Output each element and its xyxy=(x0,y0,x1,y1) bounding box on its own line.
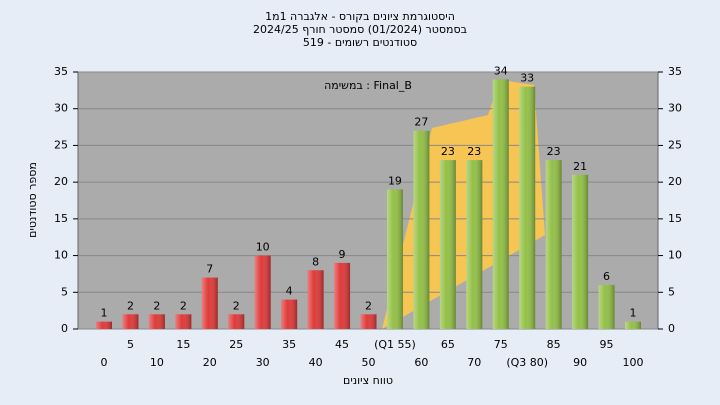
chart-subtitle: בסמסטר (01/2024) סמסטר חורף 2024/25 xyxy=(253,23,467,36)
data-label: 23 xyxy=(467,145,481,158)
y-tick-label: 25 xyxy=(54,138,68,151)
chart-subtitle: סטודנטים רשומים - 519 xyxy=(303,36,417,49)
data-label: 6 xyxy=(603,270,610,283)
data-label: 23 xyxy=(547,145,561,158)
x-tick-label: 95 xyxy=(600,338,614,351)
y2-tick-label: 0 xyxy=(668,322,675,335)
bar-shade xyxy=(148,314,165,329)
bar-shade xyxy=(413,130,430,329)
y2-tick-label: 10 xyxy=(668,249,682,262)
annotation: במשימה : Final_B xyxy=(324,79,412,92)
x-tick-label: 90 xyxy=(573,356,587,369)
y-tick-label: 15 xyxy=(54,212,68,225)
x-tick-label: 0 xyxy=(101,356,108,369)
bar-shade xyxy=(545,160,562,329)
data-label: 2 xyxy=(127,299,134,312)
y-tick-label: 0 xyxy=(61,322,68,335)
x-tick-label: 15 xyxy=(176,338,190,351)
x-tick-label: 40 xyxy=(309,356,323,369)
y2-tick-label: 5 xyxy=(668,285,675,298)
y-tick-label: 30 xyxy=(54,102,68,115)
bar-shade xyxy=(201,277,218,329)
data-label: 2 xyxy=(365,299,372,312)
data-label: 1 xyxy=(101,307,108,320)
data-label: 34 xyxy=(494,64,508,77)
x-tick-label: 20 xyxy=(203,356,217,369)
y2-tick-label: 15 xyxy=(668,212,682,225)
x-tick-label: (Q1 55) xyxy=(374,338,416,351)
x-tick-label: 45 xyxy=(335,338,349,351)
x-tick-label: 25 xyxy=(229,338,243,351)
data-label: 1 xyxy=(630,307,637,320)
y-axis-title: מספר סטודנטים xyxy=(26,162,39,238)
bar-shade xyxy=(598,284,615,329)
bar-shade xyxy=(334,262,351,329)
y-tick-label: 35 xyxy=(54,65,68,78)
data-label: 2 xyxy=(233,299,240,312)
x-tick-label: 100 xyxy=(623,356,644,369)
data-label: 27 xyxy=(414,116,428,129)
data-label: 7 xyxy=(206,263,213,276)
bar-shade xyxy=(254,255,271,329)
bar-shade xyxy=(625,321,641,329)
bar-shade xyxy=(466,160,483,329)
bar-shade xyxy=(122,314,139,329)
x-tick-label: 65 xyxy=(441,338,455,351)
data-label: 23 xyxy=(441,145,455,158)
bar-shade xyxy=(572,174,589,329)
x-tick-label: 50 xyxy=(362,356,376,369)
x-axis-title: טווח ציונים xyxy=(343,374,393,387)
bar-shade xyxy=(96,321,112,329)
y2-tick-label: 30 xyxy=(668,102,682,115)
bar-shade xyxy=(228,314,245,329)
y-tick-label: 5 xyxy=(61,285,68,298)
x-tick-label: 10 xyxy=(150,356,164,369)
data-label: 19 xyxy=(388,174,402,187)
data-label: 10 xyxy=(256,241,270,254)
y-tick-label: 20 xyxy=(54,175,68,188)
bar-shade xyxy=(386,189,403,329)
y2-tick-label: 20 xyxy=(668,175,682,188)
y-tick-label: 10 xyxy=(54,249,68,262)
x-tick-label: 70 xyxy=(467,356,481,369)
x-tick-label: 30 xyxy=(256,356,270,369)
bar-shade xyxy=(281,299,298,329)
chart-title: היסטוגרמת ציונים בקורס - אלגברה 1מ1 xyxy=(265,10,455,23)
plot-area xyxy=(77,71,659,330)
data-label: 2 xyxy=(180,299,187,312)
bar-shade xyxy=(519,86,536,329)
x-tick-label: 5 xyxy=(127,338,134,351)
data-label: 4 xyxy=(286,285,293,298)
x-tick-label: 35 xyxy=(282,338,296,351)
bar-shade xyxy=(439,160,456,329)
bar-shade xyxy=(175,314,192,329)
x-tick-label: 85 xyxy=(547,338,561,351)
data-label: 2 xyxy=(153,299,160,312)
x-tick-label: 60 xyxy=(414,356,428,369)
data-label: 9 xyxy=(339,248,346,261)
bar-shade xyxy=(307,270,324,329)
data-label: 33 xyxy=(520,72,534,85)
bar-shade xyxy=(360,314,377,329)
data-label: 21 xyxy=(573,160,587,173)
data-label: 8 xyxy=(312,255,319,268)
y2-tick-label: 35 xyxy=(668,65,682,78)
x-tick-label: 75 xyxy=(494,338,508,351)
bar-shade xyxy=(492,79,509,329)
x-tick-label: (Q3 80) xyxy=(506,356,548,369)
y2-tick-label: 25 xyxy=(668,138,682,151)
